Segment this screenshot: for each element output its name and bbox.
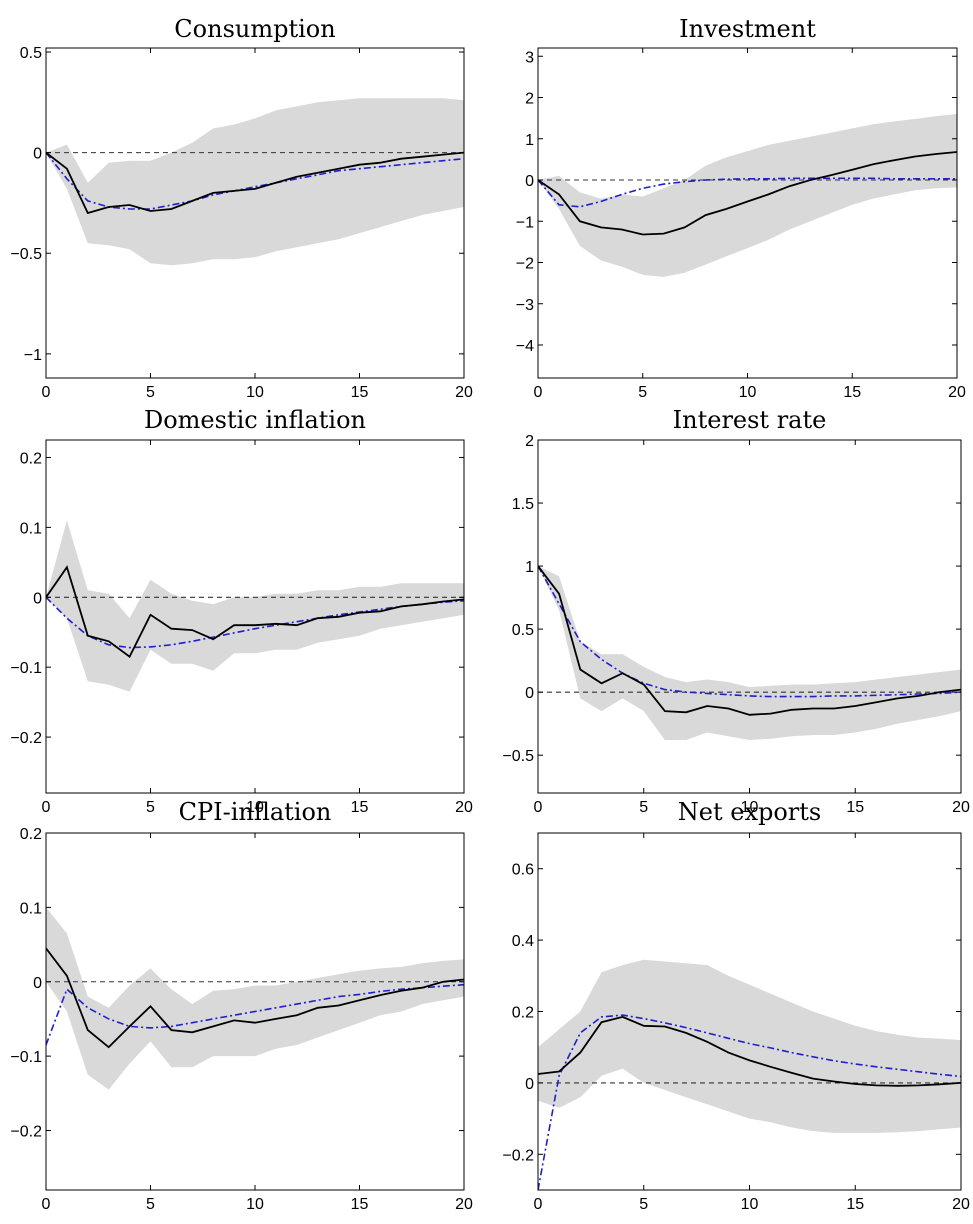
y-tick-label: −1 [24,347,42,364]
x-tick-label: 10 [246,384,264,401]
confidence-band [538,959,961,1133]
panel-title: Investment [679,15,816,43]
y-tick-label: 0.2 [512,1005,534,1022]
x-tick-label: 5 [639,799,648,816]
median-response-line [46,151,464,215]
x-tick-label: 10 [246,799,264,816]
y-tick-label: −0.1 [10,660,42,677]
y-tick-label: 1.5 [512,496,534,513]
panel-3: 0 5 10 15 20 0.2 0.1 0 −0.1 −0.2 Domestic inflatio… [10,406,473,816]
median-response-line [538,565,961,716]
panel-5: 0 5 10 15 20 0.2 0.1 0 −0.1 −0.2 CPI-inflation [10,798,473,1213]
model-response-line [538,565,961,698]
plot-area [46,907,464,1090]
confidence-band [46,98,464,266]
y-tick-label: 0.1 [20,900,42,917]
confidence-band [46,907,464,1090]
plot-area [538,114,957,277]
x-tick-label: 20 [952,1196,970,1213]
y-tick-label: 3 [525,49,534,66]
x-tick-label: 5 [638,384,647,401]
x-tick-label: 5 [146,799,155,816]
median-response-line [46,947,464,1049]
x-tick-label: 20 [455,1196,473,1213]
y-tick-label: 0 [525,685,534,702]
panel-title: Consumption [174,15,335,43]
x-tick-label: 5 [639,1196,648,1213]
panel-title: CPI-inflation [179,798,332,826]
model-response-line [538,177,957,208]
y-tick-label: −0.5 [10,246,42,263]
x-tick-label: 15 [846,799,864,816]
model-response-line [538,1014,961,1190]
x-tick-label: 0 [42,1196,51,1213]
y-tick-label: 0.4 [512,933,534,950]
y-tick-label: 0 [33,146,42,163]
panel-4: 0 5 10 15 20 2 1.5 1 0.5 0 −0.5 Interest rate [502,406,970,816]
confidence-band [46,520,464,692]
y-tick-label: 0.6 [512,862,534,879]
y-tick-label: −2 [516,256,534,273]
model-response-line [46,983,464,1046]
y-tick-label: −0.2 [10,1124,42,1141]
x-tick-label: 15 [843,384,861,401]
median-response-line [538,1015,961,1087]
x-tick-label: 20 [952,799,970,816]
axes-frame [537,439,962,794]
plot-area [538,565,961,740]
x-tick-label: 10 [739,384,757,401]
confidence-band [538,114,957,277]
x-tick-label: 0 [534,799,543,816]
x-tick-label: 10 [741,1196,759,1213]
x-tick-label: 15 [351,384,369,401]
x-tick-label: 0 [42,384,51,401]
plot-area [46,520,464,692]
panel-title: Interest rate [673,406,827,434]
y-tick-label: 2 [525,433,534,450]
x-tick-label: 5 [146,1196,155,1213]
y-tick-label: −0.2 [10,730,42,747]
y-tick-label: −4 [516,338,534,355]
y-tick-label: 0.5 [20,45,42,62]
y-tick-label: 0.1 [20,520,42,537]
x-tick-label: 0 [42,799,51,816]
y-tick-label: 0.2 [20,826,42,843]
x-tick-label: 20 [455,799,473,816]
x-tick-label: 15 [351,1196,369,1213]
x-tick-label: 10 [741,799,759,816]
y-tick-label: −0.2 [502,1147,534,1164]
x-tick-label: 5 [146,384,155,401]
y-tick-label: 0 [33,975,42,992]
median-response-line [538,151,957,236]
y-tick-label: −0.5 [502,748,534,765]
model-response-line [46,152,464,210]
plot-area [46,98,464,266]
x-tick-label: 15 [351,799,369,816]
x-tick-label: 15 [846,1196,864,1213]
y-tick-label: 0 [525,173,534,190]
panel-title: Net exports [678,798,821,826]
x-tick-label: 10 [246,1196,264,1213]
y-tick-label: 2 [525,91,534,108]
plot-area [538,959,961,1190]
y-tick-label: 1 [525,132,534,149]
y-tick-label: 1 [525,559,534,576]
y-tick-label: −3 [516,297,534,314]
y-tick-label: −1 [516,214,534,231]
x-tick-label: 20 [948,384,966,401]
panel-title: Domestic inflation [144,406,366,434]
y-tick-label: 0 [525,1076,534,1093]
median-response-line [46,565,464,659]
y-tick-label: 0.5 [512,622,534,639]
y-tick-label: 0.2 [20,450,42,467]
x-tick-label: 20 [455,384,473,401]
panel-1: 0 5 10 15 20 0.5 0 −0.5 −1 Consumption [10,15,473,401]
y-tick-label: −0.1 [10,1049,42,1066]
x-tick-label: 0 [534,1196,543,1213]
panel-6: 0 5 10 15 20 0.6 0.4 0.2 0 −0.2 Net exports [502,798,970,1213]
x-tick-label: 0 [534,384,543,401]
y-tick-label: 0 [33,590,42,607]
